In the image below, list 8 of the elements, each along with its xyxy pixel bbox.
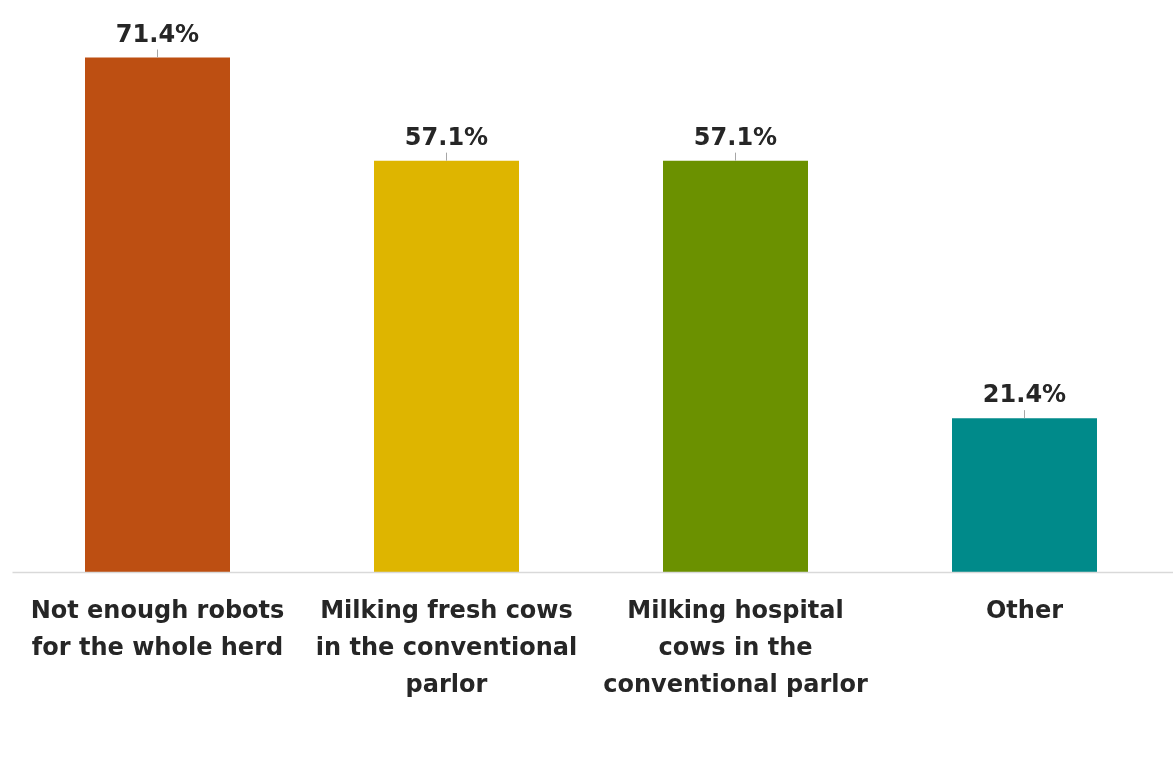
x-tick-label: Milking hospital cows in the conventional parlor	[603, 595, 868, 698]
data-label: 57.1%	[693, 122, 778, 151]
data-label: 71.4%	[115, 19, 200, 48]
data-label: 57.1%	[404, 122, 489, 151]
x-tick-label: Not enough robots for the whole herd	[30, 595, 285, 661]
data-label: 21.4%	[982, 380, 1067, 409]
x-tick-label: Other	[985, 595, 1064, 624]
x-tick-label: Milking fresh cows in the conventional parlor	[315, 595, 578, 698]
